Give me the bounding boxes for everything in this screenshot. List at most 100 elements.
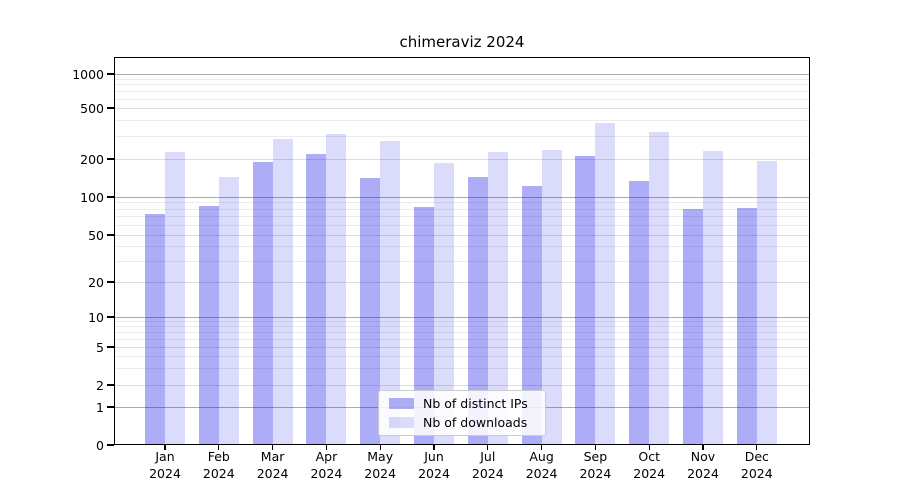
gridline-8 [115,326,809,328]
y-tick-label-5: 5 [96,339,104,355]
y-tick-mark-10 [107,316,114,318]
x-tick-label-may: May 2024 [348,449,412,482]
bar-distinct-ips-jun [414,207,434,445]
bar-distinct-ips-apr [306,153,327,445]
y-tick-label-0: 0 [96,437,104,453]
x-tick-mark-jan [164,445,166,450]
x-tick-mark-jul [487,445,489,450]
y-tick-mark-200 [107,158,114,160]
x-tick-year-apr: 2024 [310,465,343,481]
x-tick-mark-aug [541,445,543,450]
bar-distinct-ips-dec [736,207,757,445]
gridline-40 [115,245,809,247]
y-tick-label-1: 1 [96,399,104,415]
gridline-100 [115,196,809,198]
x-tick-year-nov: 2024 [687,465,719,481]
y-tick-mark-1000 [107,73,114,75]
bar-downloads-oct [649,131,670,445]
x-tick-mark-dec [756,445,758,450]
y-tick-label-20: 20 [88,274,104,290]
y-tick-mark-5 [107,346,114,348]
x-tick-label-oct: Oct 2024 [617,449,681,482]
gridline-90 [115,202,809,204]
x-tick-mark-oct [648,445,650,450]
x-tick-year-jan: 2024 [149,465,181,481]
y-tick-mark-100 [107,196,114,198]
bar-distinct-ips-jan [145,214,165,445]
x-tick-label-feb: Feb 2024 [187,449,251,482]
gridline-4 [115,355,809,357]
legend-item-distinct-ips: Nb of distinct IPs [389,396,535,411]
x-tick-year-may: 2024 [364,465,397,481]
bar-downloads-dec [756,160,777,445]
x-tick-year-oct: 2024 [633,465,666,481]
x-tick-mark-sep [594,445,597,450]
gridline-500 [115,107,809,109]
bar-distinct-ips-feb [198,205,219,445]
x-tick-label-nov: Nov 2024 [671,449,735,482]
gridline-70 [115,216,809,218]
gridline-80 [115,208,809,210]
y-tick-mark-2 [107,384,114,386]
bar-distinct-ips-sep [575,155,596,445]
x-tick-year-mar: 2024 [256,465,289,481]
y-tick-mark-0 [107,444,114,446]
x-tick-mark-mar [272,445,274,450]
x-tick-label-aug: Aug 2024 [510,449,574,482]
bar-downloads-nov [703,150,723,445]
gridline-6 [115,338,809,340]
x-tick-year-aug: 2024 [525,465,558,481]
gridline-2 [115,384,809,386]
x-tick-label-jul: Jul 2024 [456,449,520,482]
y-tick-mark-1 [107,406,114,408]
x-tick-mark-feb [218,445,220,450]
bar-downloads-apr [326,133,347,445]
y-tick-label-500: 500 [80,100,104,116]
gridline-20 [115,281,809,283]
bar-downloads-aug [541,150,562,445]
chart-title: chimeraviz 2024 [399,33,525,51]
y-tick-label-100: 100 [80,189,104,205]
y-tick-label-2: 2 [96,377,104,393]
gridline-200 [115,158,809,160]
bar-downloads-jan [165,152,185,445]
x-tick-label-dec: Dec 2024 [725,449,789,482]
gridline-5 [115,346,809,348]
x-tick-label-jun: Jun 2024 [402,449,466,482]
x-tick-mark-apr [325,445,328,450]
gridline-300 [115,135,809,137]
y-tick-label-10: 10 [88,309,104,325]
x-tick-year-jul: 2024 [471,465,504,481]
bar-distinct-ips-jul [467,176,488,445]
y-tick-mark-20 [107,281,114,283]
legend-swatch-downloads [389,416,414,428]
gridline-600 [115,98,809,100]
legend-label-distinct-ips: Nb of distinct IPs [423,396,528,412]
x-tick-label-mar: Mar 2024 [241,449,305,482]
x-tick-year-dec: 2024 [740,465,773,481]
gridline-10 [115,316,809,318]
gridline-9 [115,321,809,323]
gridline-50 [115,234,809,236]
x-tick-year-feb: 2024 [202,465,235,481]
y-tick-label-200: 200 [80,151,104,167]
gridline-60 [115,224,809,226]
x-tick-label-sep: Sep 2024 [563,449,627,482]
legend-label-downloads: Nb of downloads [423,414,528,430]
y-tick-mark-50 [107,234,114,236]
legend: Nb of distinct IPs Nb of downloads [378,390,546,436]
x-tick-year-jun: 2024 [418,465,450,481]
x-tick-mark-nov [702,445,704,450]
legend-swatch-distinct-ips [389,398,414,410]
y-tick-mark-500 [107,107,114,109]
bar-downloads-jul [487,152,508,445]
bar-downloads-jun [434,162,454,445]
bar-downloads-feb [218,176,239,445]
gridline-900 [115,78,809,80]
bar-distinct-ips-aug [521,186,542,445]
y-tick-label-50: 50 [88,227,104,243]
bar-downloads-mar [272,138,293,445]
y-tick-label-1000: 1000 [72,66,104,82]
gridline-7 [115,331,809,333]
